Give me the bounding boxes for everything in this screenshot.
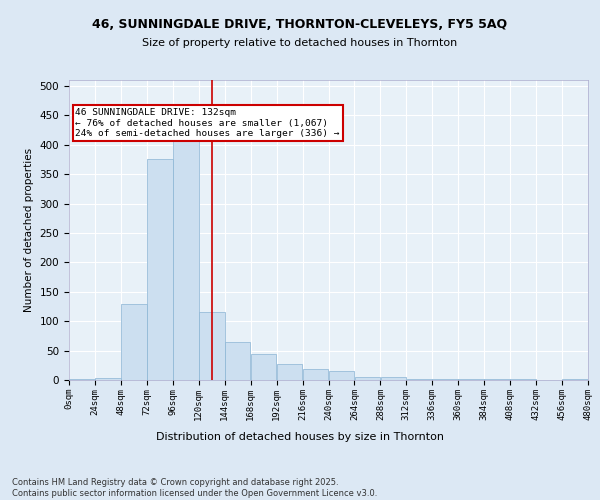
Text: Size of property relative to detached houses in Thornton: Size of property relative to detached ho… (142, 38, 458, 48)
Bar (380, 377, 406, 380)
Text: Distribution of detached houses by size in Thornton: Distribution of detached houses by size … (156, 432, 444, 442)
Bar (303, 370, 328, 380)
Bar (95, 378, 121, 380)
Bar (147, 160, 173, 380)
Bar (251, 354, 277, 380)
Bar (277, 364, 302, 380)
Text: 46, SUNNINGDALE DRIVE, THORNTON-CLEVELEYS, FY5 5AQ: 46, SUNNINGDALE DRIVE, THORNTON-CLEVELEY… (92, 18, 508, 30)
Bar (355, 377, 380, 380)
Bar (225, 342, 250, 380)
Bar (329, 371, 354, 380)
Bar (173, 130, 199, 380)
Bar (199, 312, 224, 380)
Bar (121, 304, 146, 380)
Y-axis label: Number of detached properties: Number of detached properties (24, 148, 34, 312)
Bar (562, 379, 588, 380)
Bar (69, 379, 95, 380)
Text: Contains HM Land Registry data © Crown copyright and database right 2025.
Contai: Contains HM Land Registry data © Crown c… (12, 478, 377, 498)
Text: 46 SUNNINGDALE DRIVE: 132sqm
← 76% of detached houses are smaller (1,067)
24% of: 46 SUNNINGDALE DRIVE: 132sqm ← 76% of de… (76, 108, 340, 138)
